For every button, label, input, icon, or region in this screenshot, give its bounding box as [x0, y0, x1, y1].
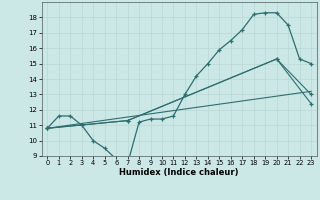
X-axis label: Humidex (Indice chaleur): Humidex (Indice chaleur) [119, 168, 239, 177]
